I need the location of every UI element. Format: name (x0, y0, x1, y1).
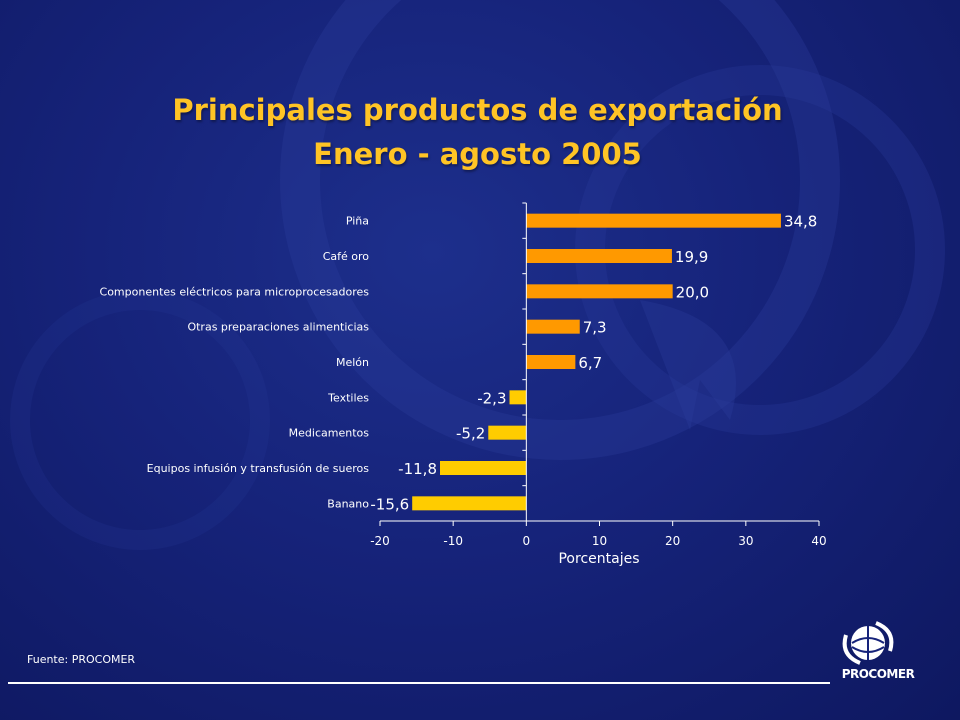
title-line-1: Principales productos de exportación (172, 93, 783, 127)
x-tick-label: 40 (811, 534, 826, 548)
source-note: Fuente: PROCOMER (27, 653, 136, 666)
bar-6 (488, 425, 527, 440)
data-label: -15,6 (370, 495, 409, 513)
category-label: Equipos infusión y transfusión de sueros (147, 462, 370, 475)
data-label: -11,8 (398, 460, 437, 478)
category-label: Componentes eléctricos para microprocesa… (100, 285, 370, 298)
logo-wordmark: PROCOMER (841, 667, 915, 681)
data-label: -5,2 (456, 425, 485, 443)
bar-1 (526, 249, 672, 263)
x-tick-label: 10 (592, 534, 607, 548)
bar-4 (526, 355, 576, 369)
x-tick-label: 30 (738, 534, 753, 548)
bar-5 (509, 390, 527, 405)
category-label: Otras preparaciones alimenticias (187, 321, 369, 334)
title-line-2: Enero - agosto 2005 (313, 137, 642, 171)
category-label: Piña (346, 215, 369, 228)
data-label: 19,9 (675, 248, 708, 266)
bar-7 (439, 461, 527, 475)
category-label: Café oro (323, 250, 370, 263)
bar-3 (526, 319, 580, 334)
bar-8 (412, 496, 527, 511)
data-label: -2,3 (477, 389, 506, 407)
category-label: Melón (336, 356, 369, 369)
footer-divider (8, 682, 830, 684)
x-tick-label: -10 (443, 534, 463, 548)
category-label: Banano (327, 497, 369, 510)
x-axis-title: Porcentajes (558, 551, 639, 567)
slide-title: Principales productos de exportación Ene… (0, 88, 955, 176)
x-tick-label: 20 (665, 534, 680, 548)
data-label: 7,3 (583, 319, 607, 337)
category-label: Textiles (327, 391, 369, 404)
data-label: 20,0 (676, 283, 709, 301)
bar-0 (526, 213, 781, 228)
category-label: Medicamentos (289, 427, 370, 440)
x-tick-label: -20 (370, 534, 390, 548)
procomer-logo-icon (842, 621, 894, 665)
bar-2 (526, 284, 673, 299)
x-tick-label: 0 (523, 534, 531, 548)
data-label: 6,7 (578, 354, 602, 372)
data-label: 34,8 (784, 213, 817, 231)
